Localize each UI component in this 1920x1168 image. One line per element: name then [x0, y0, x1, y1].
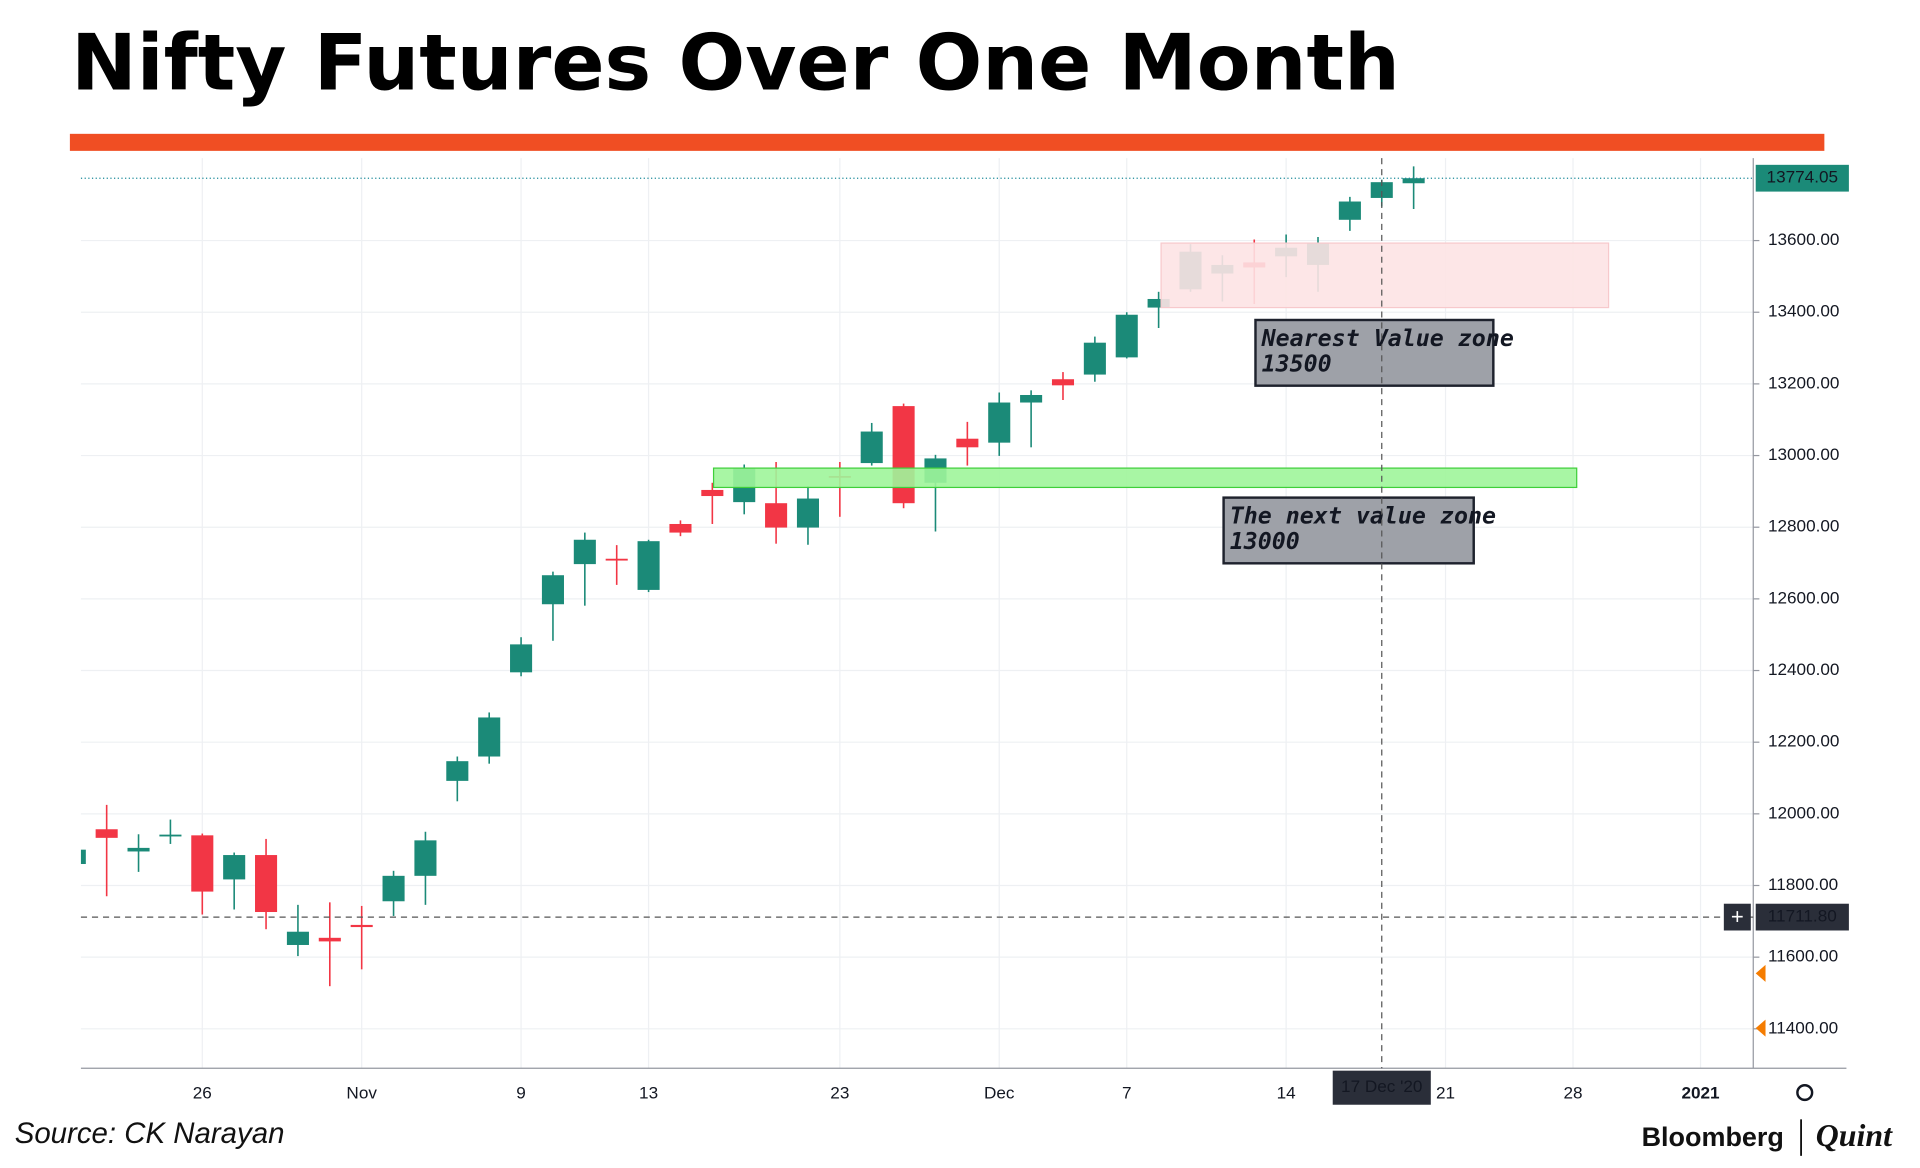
- candle-body: [1051, 379, 1075, 386]
- candle-body: [318, 937, 341, 942]
- candle-body: [223, 855, 246, 880]
- candle-body: [1115, 314, 1138, 358]
- x-tick-label: 14: [1277, 1083, 1296, 1102]
- candle-body: [956, 438, 979, 448]
- crosshair-plus: [1723, 903, 1751, 931]
- price-box: [1755, 164, 1849, 192]
- value-zone: [1160, 242, 1610, 309]
- candle-body: [1338, 201, 1361, 220]
- plus: +: [1731, 904, 1744, 929]
- y-tick-label: 12200.00: [1768, 732, 1840, 751]
- candle-body: [1020, 394, 1043, 403]
- y-tick-label: 12800.00: [1768, 517, 1840, 536]
- chart-title: Nifty Futures Over One Month: [71, 18, 1400, 109]
- title-rule: [69, 133, 1825, 151]
- y-tick-label: 11600.00: [1768, 947, 1838, 966]
- y-tick-label: 12400.00: [1768, 660, 1840, 679]
- candle-body: [541, 575, 564, 605]
- candle-body: [860, 431, 883, 464]
- candle-body: [765, 503, 788, 528]
- y-tick-label: 13400.00: [1768, 302, 1840, 321]
- candle-body: [1370, 182, 1393, 198]
- x-tick-label: 26: [193, 1083, 212, 1102]
- annotation-text: The next value zone: [1230, 503, 1496, 530]
- x-tick-label: 2021: [1681, 1083, 1720, 1102]
- candle-body: [1147, 298, 1170, 308]
- candle-body: [573, 539, 596, 565]
- y-tick-label: 12000.00: [1768, 803, 1840, 822]
- brand: Quint: [1816, 1118, 1893, 1153]
- x-tick-label: Nov: [346, 1083, 377, 1102]
- x-tick-label: Dec: [984, 1083, 1015, 1102]
- candle-body: [286, 931, 309, 945]
- x-tick-label: 23: [830, 1083, 849, 1102]
- candle-body: [191, 835, 214, 892]
- x-tick-label: 13: [639, 1083, 658, 1102]
- candle-body: [350, 924, 373, 928]
- crosshair-label: 17 Dec '20: [1341, 1077, 1422, 1096]
- annotation-text: Nearest Value zone: [1261, 325, 1514, 352]
- candle-body: [414, 840, 437, 876]
- annotation-box: [1222, 496, 1475, 565]
- y-tick-label: 13600.00: [1768, 230, 1840, 249]
- y-tick-label: 11800.00: [1768, 875, 1838, 894]
- candle-body: [605, 558, 628, 561]
- candle-body: [95, 829, 118, 838]
- settings-icon: [1796, 1084, 1814, 1102]
- y-tick-label: 13000.00: [1768, 445, 1840, 464]
- x-tick-label: 7: [1122, 1083, 1132, 1102]
- price-label: 11711.80: [1768, 907, 1837, 926]
- annotation-text: 13000: [1230, 528, 1300, 555]
- candle-body: [988, 402, 1011, 443]
- candle-body: [510, 644, 533, 673]
- candle-body: [478, 717, 501, 757]
- value-zone: [712, 467, 1578, 489]
- x-tick-label: 9: [516, 1083, 526, 1102]
- y-tick-label: 11400.00: [1768, 1018, 1838, 1037]
- price-label: 13774.05: [1767, 168, 1839, 187]
- candle-body: [669, 523, 692, 533]
- candle-body: [127, 847, 150, 852]
- annotation-box: [1254, 318, 1495, 387]
- candle-body: [80, 849, 86, 865]
- price-box: [1755, 903, 1849, 931]
- candle-body: [159, 834, 182, 837]
- brand: Bloomberg: [1642, 1122, 1784, 1152]
- candle-body: [446, 761, 469, 781]
- x-tick-label: 21: [1436, 1083, 1455, 1102]
- candle-body: [701, 489, 724, 497]
- candle-body: [1402, 178, 1425, 184]
- annotation-text: 13500: [1262, 351, 1332, 378]
- source: Source: CK Narayan: [15, 1117, 285, 1150]
- candle-body: [796, 498, 820, 528]
- alert-marker: [1755, 964, 1766, 982]
- crosshair-box: [1332, 1070, 1431, 1105]
- candle-body: [892, 406, 915, 504]
- y-tick-label: 12600.00: [1768, 588, 1840, 607]
- alert-marker: [1755, 1019, 1766, 1037]
- x-tick-label: 28: [1563, 1083, 1582, 1102]
- candle-body: [1083, 342, 1106, 375]
- y-tick-label: 13200.00: [1768, 373, 1840, 392]
- candle-body: [637, 541, 660, 590]
- candle-body: [382, 875, 405, 902]
- candle-body: [255, 855, 278, 913]
